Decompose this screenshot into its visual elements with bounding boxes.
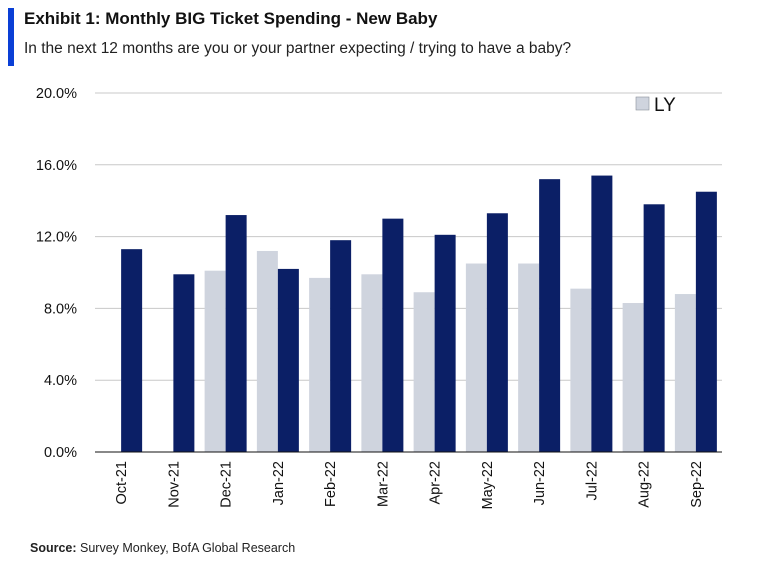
- y-tick-label: 0.0%: [44, 445, 77, 461]
- x-tick-label: Dec-21: [219, 461, 235, 508]
- bar-ly-dec-21: [204, 270, 226, 452]
- bar-ty-sep-22: [695, 191, 717, 452]
- x-tick-label: Jul-22: [584, 461, 600, 501]
- bar-ty-jan-22: [277, 268, 299, 452]
- bar-ly-feb-22: [309, 277, 331, 452]
- legend-swatch-ly: [635, 96, 650, 111]
- y-tick-label: 8.0%: [44, 301, 77, 317]
- bar-ly-jul-22: [570, 288, 592, 452]
- y-tick-label: 12.0%: [36, 230, 77, 246]
- bar-ty-jun-22: [539, 179, 561, 452]
- x-tick-label: Apr-22: [428, 461, 444, 505]
- bar-ty-mar-22: [382, 218, 404, 452]
- x-tick-label: Aug-22: [637, 461, 653, 508]
- accent-bar: [8, 8, 14, 66]
- x-tick-label: Jan-22: [271, 461, 287, 505]
- y-tick-label: 20.0%: [36, 86, 77, 102]
- bar-ty-aug-22: [643, 204, 665, 452]
- bar-ty-may-22: [486, 213, 508, 452]
- x-tick-label: Nov-21: [166, 461, 182, 508]
- source-label: Source:: [30, 541, 77, 555]
- x-tick-label: Feb-22: [323, 461, 339, 507]
- bar-ty-dec-21: [225, 215, 247, 452]
- bar-ty-jul-22: [591, 175, 613, 452]
- bar-ly-jan-22: [256, 250, 278, 452]
- x-tick-label: Mar-22: [375, 461, 391, 507]
- bar-ly-mar-22: [361, 274, 383, 452]
- x-tick-label: May-22: [480, 461, 496, 509]
- exhibit-subtitle: In the next 12 months are you or your pa…: [24, 40, 572, 57]
- legend: LY: [635, 95, 676, 116]
- y-tick-label: 16.0%: [36, 158, 77, 174]
- x-tick-label: Jun-22: [532, 461, 548, 505]
- gridlines: [95, 92, 722, 381]
- x-tick-label: Oct-21: [114, 461, 130, 505]
- bar-ty-nov-21: [173, 274, 195, 452]
- source-note: Source: Survey Monkey, BofA Global Resea…: [30, 541, 295, 555]
- source-text: Survey Monkey, BofA Global Research: [76, 541, 296, 555]
- bar-ty-feb-22: [330, 240, 352, 452]
- legend-label-ly: LY: [654, 95, 676, 116]
- bar-ly-apr-22: [413, 292, 435, 452]
- bar-ly-aug-22: [622, 303, 644, 452]
- x-tick-label: Sep-22: [689, 461, 705, 508]
- bar-ly-sep-22: [674, 294, 696, 452]
- bar-ty-oct-21: [121, 249, 143, 452]
- bars: [121, 175, 717, 452]
- bar-ly-may-22: [465, 263, 487, 452]
- bar-ly-jun-22: [518, 263, 540, 452]
- y-tick-label: 4.0%: [44, 373, 77, 389]
- bar-ty-apr-22: [434, 234, 456, 452]
- x-axis-tick-labels: Oct-21 Nov-21 Dec-21 Jan-22 Feb-22 Mar-22 Apr-…: [114, 461, 705, 509]
- y-axis-tick-labels: 0.0% 4.0% 8.0% 12.0% 16.0% 20.0%: [36, 86, 77, 461]
- exhibit-title: Exhibit 1: Monthly BIG Ticket Spending -…: [24, 9, 438, 28]
